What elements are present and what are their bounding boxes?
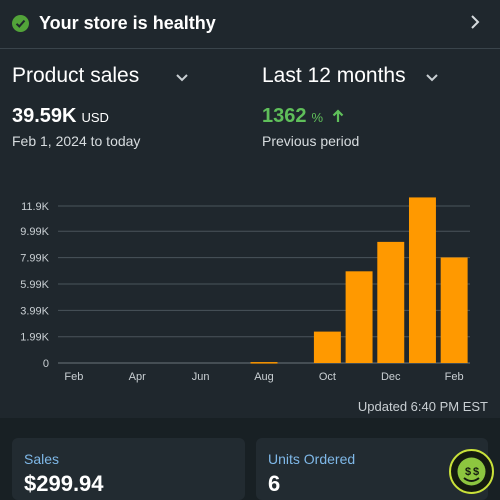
check-circle-icon	[12, 15, 29, 32]
percent-change-value: 1362	[262, 105, 307, 127]
header-divider	[0, 48, 500, 49]
chevron-down-icon[interactable]	[425, 73, 439, 83]
y-tick-label: 1.99K	[20, 332, 49, 344]
sales-total: 39.59K USD	[12, 105, 109, 128]
svg-text:$: $	[473, 466, 479, 478]
x-tick-label: Jun	[192, 371, 210, 383]
sales-card[interactable]: Sales $299.94	[12, 438, 245, 500]
svg-text:$: $	[465, 466, 471, 478]
y-tick-label: 0	[43, 358, 49, 370]
x-tick-label: Aug	[254, 371, 274, 383]
sales-card-label: Sales	[24, 451, 60, 467]
bar-oct[interactable]	[313, 331, 341, 363]
sales-chart: 0 1.99K 3.99K 5.99K 7.99K 9.99K 11.9K Feb Apr Jun…	[0, 190, 500, 390]
percent-change-unit: %	[311, 110, 324, 125]
metric-dropdown[interactable]: Product sales	[12, 64, 139, 88]
units-card-label: Units Ordered	[268, 451, 356, 467]
store-health-title: Your store is healthy	[39, 13, 216, 33]
units-card-value: 6	[268, 471, 281, 496]
bar-aug[interactable]	[250, 362, 278, 364]
y-tick-label: 5.99K	[20, 279, 49, 291]
x-tick-label: Oct	[319, 371, 336, 383]
y-tick-label: 11.9K	[21, 201, 50, 213]
store-health-banner[interactable]: Your store is healthy	[0, 0, 500, 48]
period-dropdown[interactable]: Last 12 months	[262, 64, 406, 88]
y-tick-label: 9.99K	[20, 226, 49, 238]
y-tick-label: 3.99K	[20, 305, 49, 317]
period-dropdown-label: Last 12 months	[262, 64, 406, 87]
metric-dropdown-label: Product sales	[12, 64, 140, 87]
percent-change: 1362%	[262, 105, 345, 128]
sales-card-value: $299.94	[24, 471, 104, 496]
updated-timestamp: Updated 6:40 PM EST	[357, 399, 488, 414]
sales-total-unit: USD	[81, 110, 109, 125]
sales-date-range: Feb 1, 2024 to today	[12, 133, 141, 149]
sales-total-value: 39.59K	[12, 105, 77, 127]
bar-feb[interactable]	[440, 257, 468, 363]
sales-chart-svg: 0 1.99K 3.99K 5.99K 7.99K 9.99K 11.9K Feb Apr Jun…	[20, 197, 470, 383]
chevron-right-icon[interactable]	[468, 13, 482, 31]
bar-nov[interactable]	[345, 271, 373, 363]
x-tick-label: Feb	[64, 371, 83, 383]
x-tick-label: Feb	[445, 371, 464, 383]
bar-dec[interactable]	[377, 241, 405, 363]
creator-brand-club-logo: $ $	[449, 449, 494, 494]
arrow-up-icon	[332, 109, 343, 122]
bar-jan[interactable]	[408, 197, 436, 363]
x-tick-label: Apr	[129, 371, 146, 383]
y-tick-label: 7.99K	[20, 253, 49, 265]
chevron-down-icon[interactable]	[175, 73, 189, 83]
percent-change-caption: Previous period	[262, 133, 360, 149]
x-tick-label: Dec	[381, 371, 401, 383]
